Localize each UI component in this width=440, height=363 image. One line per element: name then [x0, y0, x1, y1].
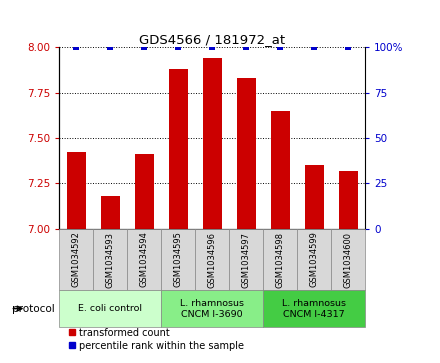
Bar [161, 290, 263, 327]
Point [243, 44, 250, 50]
Bar [229, 229, 263, 290]
Point [141, 44, 148, 50]
Bar [59, 290, 161, 327]
Bar [297, 229, 331, 290]
Text: protocol: protocol [12, 303, 55, 314]
Bar [161, 229, 195, 290]
Text: GSM1034592: GSM1034592 [72, 232, 81, 287]
Point [209, 44, 216, 50]
Text: GSM1034597: GSM1034597 [242, 232, 251, 287]
Text: GSM1034593: GSM1034593 [106, 232, 115, 287]
Text: GSM1034595: GSM1034595 [174, 232, 183, 287]
Bar [331, 229, 365, 290]
Title: GDS4566 / 181972_at: GDS4566 / 181972_at [139, 33, 286, 46]
Point [311, 44, 318, 50]
Bar [169, 69, 188, 229]
Text: L. rhamnosus
CNCM I-3690: L. rhamnosus CNCM I-3690 [180, 298, 244, 319]
Bar [237, 78, 256, 229]
Point [277, 44, 284, 50]
Text: GSM1034594: GSM1034594 [140, 232, 149, 287]
Text: E. coli control: E. coli control [78, 304, 143, 313]
Bar [271, 111, 290, 229]
Text: GSM1034596: GSM1034596 [208, 232, 217, 287]
Point [107, 44, 114, 50]
Bar [305, 165, 323, 229]
Point [175, 44, 182, 50]
Legend: transformed count, percentile rank within the sample: transformed count, percentile rank withi… [64, 324, 248, 355]
Point [345, 44, 352, 50]
Bar [135, 154, 154, 229]
Bar [59, 229, 93, 290]
Bar [263, 229, 297, 290]
Bar [127, 229, 161, 290]
Bar [203, 58, 222, 229]
Bar [67, 152, 86, 229]
Text: L. rhamnosus
CNCM I-4317: L. rhamnosus CNCM I-4317 [282, 298, 346, 319]
Text: GSM1034598: GSM1034598 [276, 232, 285, 287]
Bar [263, 290, 365, 327]
Text: GSM1034600: GSM1034600 [344, 232, 353, 287]
Bar [101, 196, 120, 229]
Bar [339, 171, 358, 229]
Bar [93, 229, 127, 290]
Text: GSM1034599: GSM1034599 [310, 232, 319, 287]
Bar [195, 229, 229, 290]
Point [73, 44, 80, 50]
